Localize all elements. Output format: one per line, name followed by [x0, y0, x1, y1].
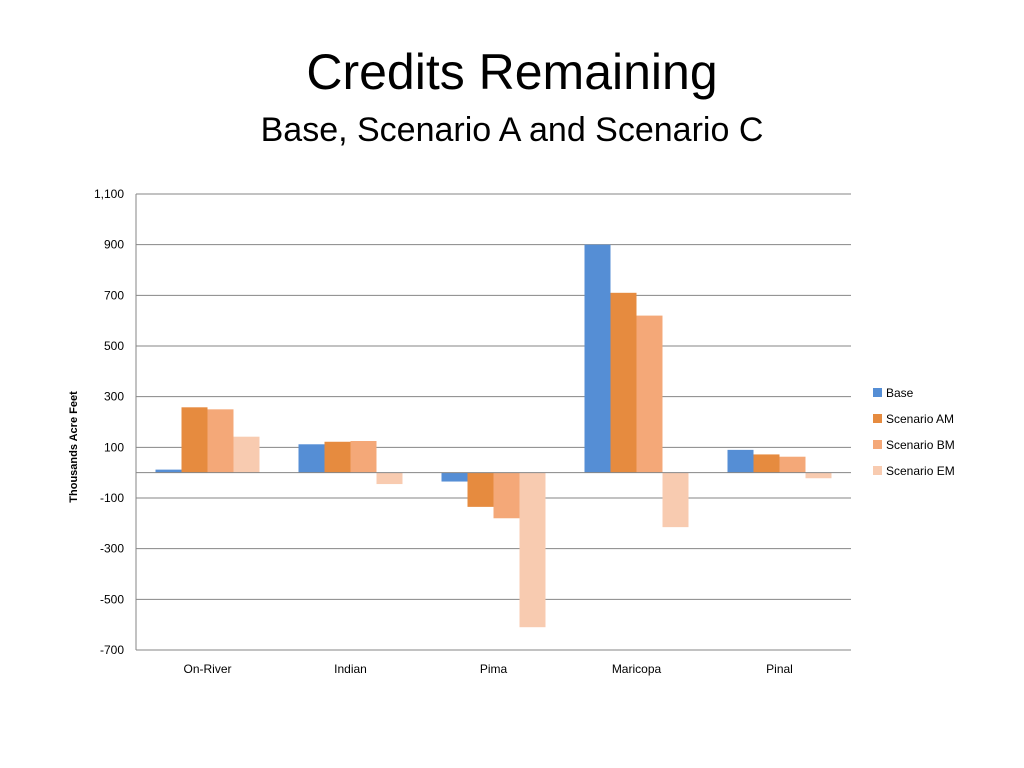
- bar: [376, 472, 403, 485]
- bar: [636, 315, 663, 473]
- bar: [727, 449, 754, 473]
- bar: [779, 456, 806, 473]
- bar: [805, 472, 832, 479]
- bar: [207, 409, 234, 473]
- y-tick-label: -700: [100, 643, 124, 657]
- y-tick-labels: -700 -500 -300 -100 100 300 500 700 900 1,100: [94, 187, 124, 657]
- bar: [584, 244, 611, 473]
- y-tick-label: 1,100: [94, 187, 124, 201]
- bar: [155, 469, 182, 473]
- y-tick-label: -500: [100, 592, 124, 606]
- x-category-label: On-River: [183, 662, 231, 676]
- axes: [135, 194, 851, 651]
- bar: [233, 436, 260, 473]
- bar: [467, 472, 494, 507]
- y-tick-label: 700: [104, 288, 124, 302]
- x-category-labels: On-River Indian Pima Maricopa Pinal: [183, 662, 792, 676]
- y-tick-label: 100: [104, 440, 124, 454]
- bar: [493, 472, 520, 519]
- legend-swatch: [873, 440, 882, 449]
- x-category-label: Indian: [334, 662, 367, 676]
- y-tick-label: 500: [104, 339, 124, 353]
- bar: [324, 441, 351, 473]
- x-category-label: Pinal: [766, 662, 793, 676]
- y-tick-label: -100: [100, 491, 124, 505]
- legend-swatch: [873, 414, 882, 423]
- legend-label: Scenario AM: [886, 412, 954, 426]
- slide-title: Credits Remaining: [306, 44, 718, 100]
- legend-swatch: [873, 466, 882, 475]
- y-tick-label: -300: [100, 542, 124, 556]
- legend: Base Scenario AM Scenario BM Scenario EM: [873, 386, 955, 478]
- x-category-label: Maricopa: [612, 662, 662, 676]
- legend-label: Scenario EM: [886, 464, 955, 478]
- legend-label: Scenario BM: [886, 438, 955, 452]
- bar: [298, 444, 325, 473]
- gridlines: [136, 193, 851, 651]
- y-tick-label: 900: [104, 238, 124, 252]
- bar: [441, 472, 468, 482]
- bar: [519, 472, 546, 628]
- y-axis-label: Thousands Acre Feet: [68, 391, 80, 503]
- bar: [181, 407, 208, 473]
- legend-swatch: [873, 388, 882, 397]
- slide-subtitle: Base, Scenario A and Scenario C: [260, 111, 764, 149]
- legend-label: Base: [886, 386, 914, 400]
- bar: [662, 472, 689, 528]
- bar: [350, 441, 377, 473]
- bar: [753, 454, 780, 473]
- bar: [610, 292, 637, 473]
- y-tick-label: 300: [104, 390, 124, 404]
- x-category-label: Pima: [480, 662, 508, 676]
- bars: [155, 244, 832, 628]
